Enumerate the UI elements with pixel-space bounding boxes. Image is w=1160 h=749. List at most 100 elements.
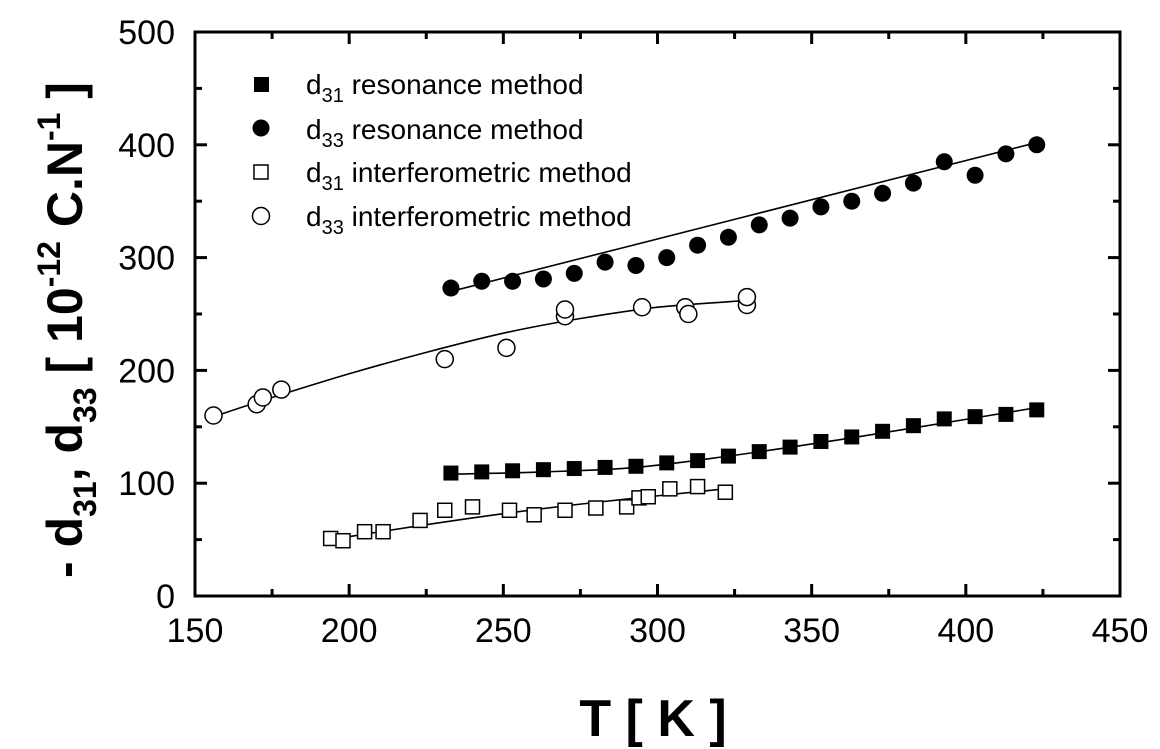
legend-entry-d31-resonance: d31 resonance method: [254, 69, 584, 107]
data-point: [750, 216, 768, 234]
data-point: [874, 184, 892, 202]
data-point: [679, 304, 698, 324]
data-point: [204, 406, 223, 425]
data-point: [966, 166, 984, 184]
legend-marker-filled-square: [254, 77, 269, 92]
x-tick-label: 150: [167, 612, 224, 650]
data-point: [443, 465, 459, 481]
series-1: [442, 136, 1046, 297]
data-point: [535, 462, 551, 478]
data-point: [356, 523, 373, 540]
data-point: [781, 209, 799, 227]
data-point: [557, 502, 573, 519]
data-point: [936, 411, 952, 427]
x-tick-label: 300: [629, 612, 686, 650]
y-axis-title: - d31, d33 [ 10-12 C.N-1 ]: [31, 82, 103, 578]
data-point: [272, 380, 291, 399]
data-point: [690, 453, 706, 469]
data-point: [566, 461, 582, 477]
series-3: [204, 287, 757, 425]
x-tick-label: 350: [783, 612, 840, 650]
data-point: [627, 256, 645, 274]
data-point: [412, 512, 428, 529]
data-point: [997, 145, 1015, 163]
data-point: [501, 502, 518, 519]
x-tick-label: 400: [937, 612, 994, 650]
data-point: [618, 499, 635, 515]
axes: 150 200 250 300 350 400 450 0 100 200 300 400 500: [118, 14, 1148, 650]
plot-frame: [193, 30, 1122, 598]
y-tick-label: 200: [118, 352, 175, 390]
legend-label-d33-interferometric: d33 interferometric method: [306, 201, 632, 239]
data-point: [782, 439, 798, 455]
x-tick-label: 250: [475, 612, 532, 650]
data-point: [640, 488, 656, 505]
legend-label-d31-resonance: d31 resonance method: [306, 69, 584, 107]
data-point: [534, 270, 552, 288]
plot-marks: [204, 136, 1046, 549]
data-point: [555, 300, 575, 319]
data-point: [998, 406, 1014, 422]
data-point: [720, 448, 736, 464]
data-point: [588, 500, 604, 516]
data-point: [689, 478, 706, 495]
legend-label-d33-resonance: d33 resonance method: [306, 114, 584, 152]
data-point: [658, 249, 676, 267]
data-point: [253, 388, 273, 407]
legend-entry-d33-resonance: d33 resonance method: [252, 114, 584, 152]
data-point: [844, 429, 860, 445]
data-point: [597, 459, 613, 475]
data-point: [335, 532, 351, 549]
data-point: [689, 236, 707, 254]
y-tick-label: 500: [118, 14, 175, 52]
data-point: [442, 279, 460, 297]
legend-marker-open-square: [253, 164, 269, 180]
data-point: [596, 253, 614, 271]
data-point: [717, 484, 734, 500]
data-point: [875, 423, 891, 439]
x-tick-label: 450: [1092, 612, 1149, 650]
data-point: [504, 272, 522, 290]
y-tick-label: 300: [118, 240, 175, 278]
legend-entry-d31-interferometric: d31 interferometric method: [253, 157, 632, 195]
data-point: [812, 198, 830, 216]
x-tick-label: 200: [321, 612, 378, 650]
data-point: [628, 458, 644, 474]
data-point: [719, 228, 737, 246]
data-point: [565, 264, 583, 282]
legend-marker-open-circle: [251, 206, 271, 226]
series-2: [322, 478, 734, 549]
data-point: [473, 272, 491, 290]
data-point: [751, 444, 767, 460]
x-axis-title: T [ K ]: [579, 690, 726, 748]
legend-entry-d33-interferometric: d33 interferometric method: [251, 201, 632, 239]
data-point: [375, 523, 391, 540]
data-point: [843, 192, 861, 210]
data-point: [904, 174, 922, 192]
series-0: [443, 402, 1045, 481]
data-point: [905, 418, 921, 434]
y-tick-label: 100: [118, 465, 175, 503]
y-tick-label: 0: [156, 578, 175, 616]
data-point: [464, 499, 481, 515]
data-point: [813, 433, 829, 449]
data-point: [1029, 402, 1045, 418]
fit-line: [213, 299, 747, 418]
legend: d31 resonance method d33 resonance metho…: [251, 69, 632, 239]
data-point: [435, 349, 454, 369]
data-point: [474, 464, 490, 480]
y-tick-label: 400: [118, 127, 175, 165]
data-point: [662, 481, 678, 497]
data-point: [497, 338, 516, 358]
data-point: [935, 153, 953, 171]
data-point: [505, 463, 521, 479]
data-point: [967, 409, 983, 425]
data-point: [659, 455, 675, 471]
data-point: [632, 297, 652, 317]
legend-label-d31-interferometric: d31 interferometric method: [306, 157, 632, 195]
data-point: [526, 507, 542, 523]
data-point: [1028, 136, 1046, 154]
data-point: [437, 502, 453, 519]
data-point: [737, 287, 757, 307]
